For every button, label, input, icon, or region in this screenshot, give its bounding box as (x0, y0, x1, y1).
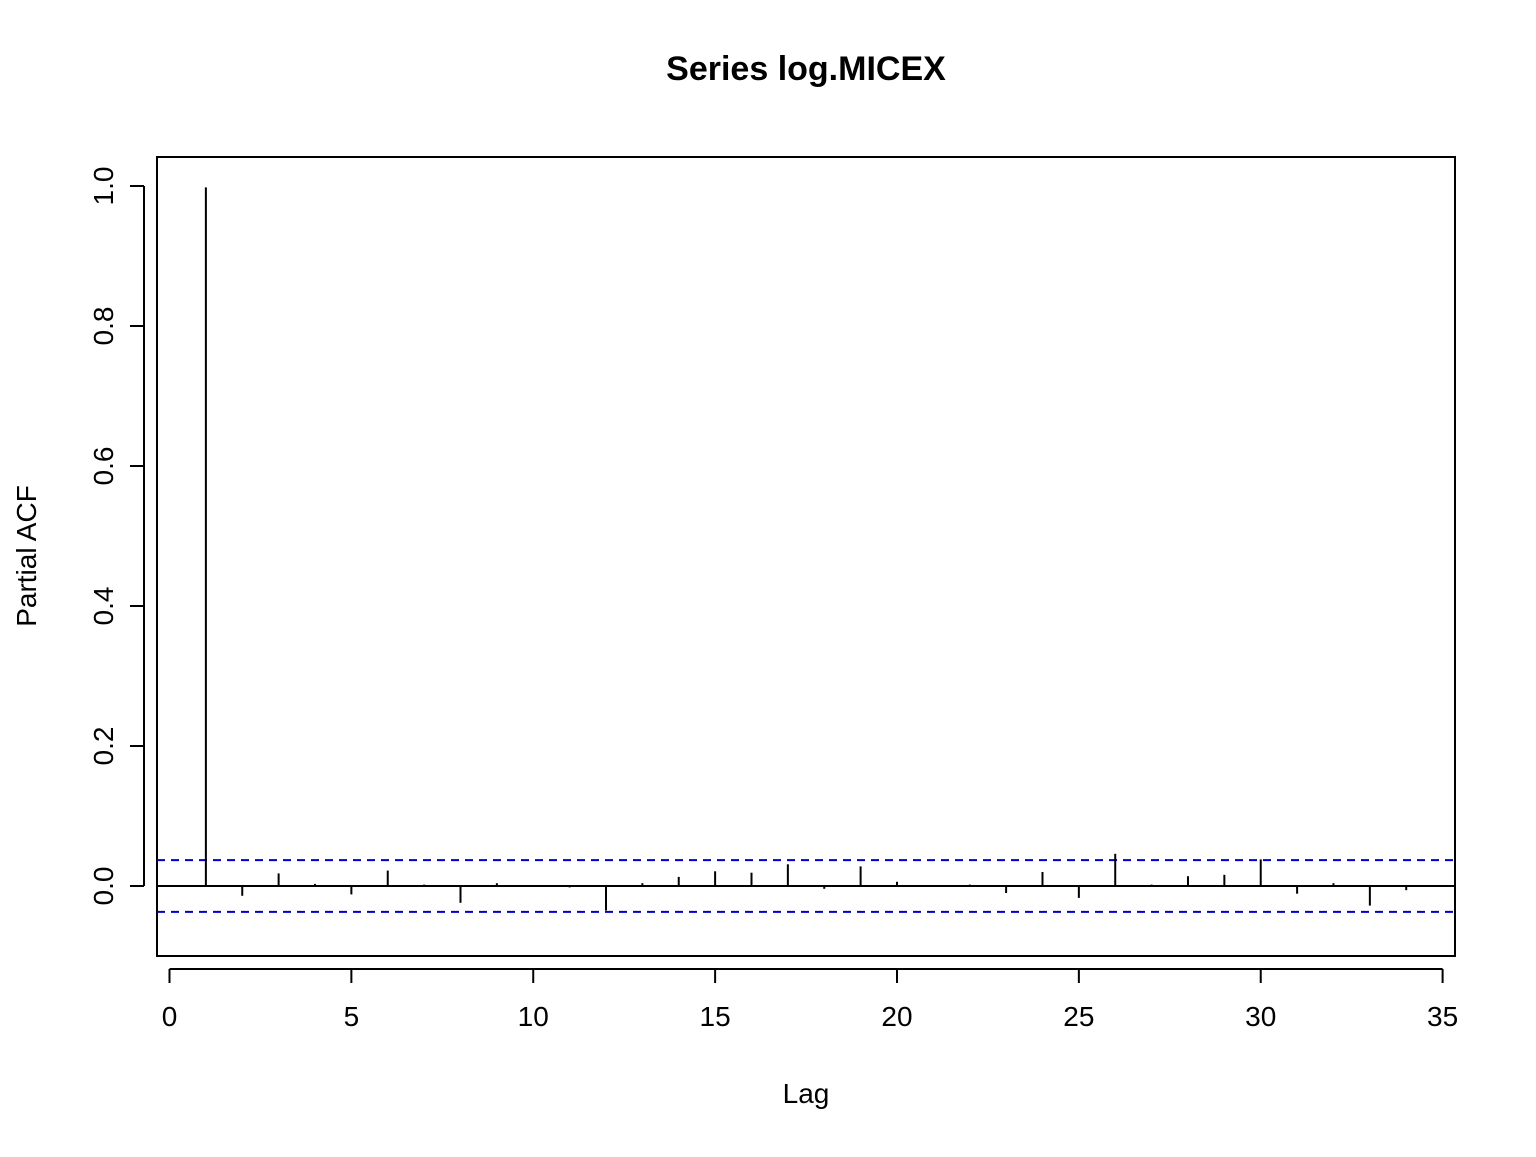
y-tick-label-3: 0.6 (88, 447, 119, 486)
x-tick-label-25: 25 (1063, 1001, 1094, 1032)
x-tick-label-35: 35 (1427, 1001, 1458, 1032)
y-tick-label-1: 0.2 (88, 727, 119, 766)
y-tick-label-2: 0.4 (88, 587, 119, 626)
y-tick-label-0: 0.0 (88, 867, 119, 906)
x-tick-label-5: 5 (344, 1001, 360, 1032)
pacf-bars (204, 187, 1408, 911)
x-axis: 0 5 10 15 20 25 30 35 (162, 968, 1458, 1032)
y-tick-label-5: 1.0 (88, 167, 119, 206)
y-axis-label: Partial ACF (11, 485, 42, 627)
x-tick-label-10: 10 (518, 1001, 549, 1032)
plot-frame (156, 156, 1456, 957)
x-tick-label-15: 15 (700, 1001, 731, 1032)
confidence-bounds (157, 859, 1455, 913)
y-axis: 0.0 0.2 0.4 0.6 0.8 1.0 (88, 167, 145, 906)
x-axis-label: Lag (783, 1078, 830, 1109)
y-tick-label-4: 0.8 (88, 307, 119, 346)
chart-title: Series log.MICEX (666, 50, 946, 88)
x-tick-label-30: 30 (1245, 1001, 1276, 1032)
x-tick-label-0: 0 (162, 1001, 178, 1032)
x-tick-label-20: 20 (881, 1001, 912, 1032)
